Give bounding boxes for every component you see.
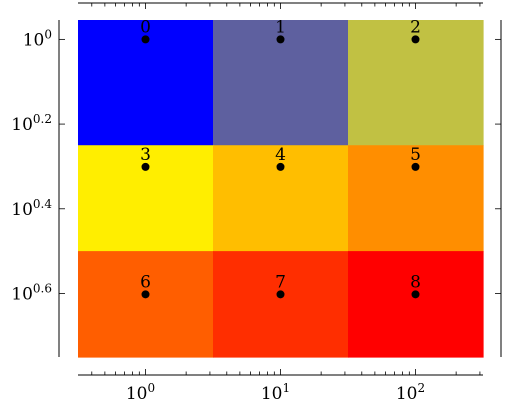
cell-label: 2 [410,17,421,37]
cell-label: 1 [275,17,286,37]
data-point [141,35,150,44]
x-tick-label: 100 [126,381,155,404]
x-tick-exponent: 0 [148,381,156,395]
heatmap-cells [78,20,484,358]
heatmap-cell [213,251,349,358]
data-points [141,35,420,299]
data-point [411,162,420,171]
y-tick-exponent: 0.2 [33,112,52,126]
data-point [141,162,150,171]
cell-label: 5 [410,145,421,165]
cell-label: 0 [140,17,151,37]
y-tick-label: 100.4 [11,197,52,220]
data-point [141,290,150,299]
data-point [411,290,420,299]
y-tick-base: 10 [23,30,45,50]
x-tick-exponent: 1 [283,381,291,395]
y-tick-label: 100.6 [11,281,52,304]
x-tick-base: 10 [396,384,418,404]
data-point [276,162,285,171]
y-tick-exponent: 0 [44,27,52,41]
heatmap-cell [348,251,484,358]
cell-label: 3 [140,145,151,165]
cell-labels: 0 1 2 3 4 5 6 7 8 [140,17,421,292]
heatmap-cell [78,251,214,358]
x-tick-label: 101 [261,381,290,404]
cell-label: 8 [410,272,421,292]
x-tick-exponent: 2 [418,381,426,395]
cell-label: 7 [275,272,286,292]
y-tick-exponent: 0.4 [33,197,52,211]
x-tick-base: 10 [126,384,148,404]
axis-ticks [59,3,501,375]
y-tick-exponent: 0.6 [33,281,52,295]
data-point [276,35,285,44]
x-tick-base: 10 [261,384,283,404]
x-tick-label: 102 [396,381,425,404]
data-point [276,290,285,299]
y-tick-base: 10 [11,284,33,304]
y-tick-label: 100.2 [11,112,52,135]
cell-label: 6 [140,272,151,292]
y-tick-base: 10 [11,115,33,135]
cell-label: 4 [275,145,286,165]
y-tick-base: 10 [11,200,33,220]
y-tick-label: 100 [23,27,52,50]
data-point [411,35,420,44]
